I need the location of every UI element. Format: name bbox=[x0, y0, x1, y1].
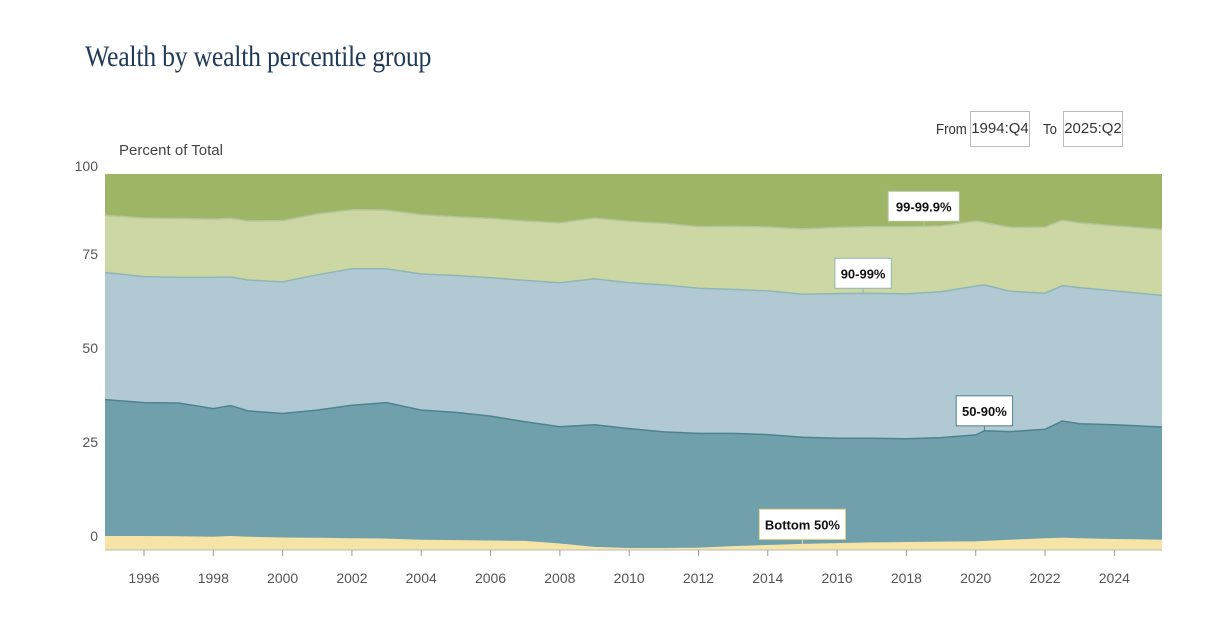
x-tick-label: 2020 bbox=[960, 570, 991, 586]
area-99-99-9 bbox=[105, 209, 1162, 296]
y-tick-label: 0 bbox=[90, 528, 98, 544]
x-tick-label: 2022 bbox=[1029, 570, 1060, 586]
area-50-90 bbox=[105, 399, 1162, 549]
y-tick-label: 25 bbox=[82, 434, 98, 450]
callout-50-90-: 50-90% bbox=[955, 395, 1014, 431]
y-tick-label: 100 bbox=[75, 158, 99, 174]
area-90-99 bbox=[105, 268, 1162, 439]
x-tick-label: 2010 bbox=[614, 570, 645, 586]
y-tick-label: 50 bbox=[82, 340, 98, 356]
x-tick-label: 2014 bbox=[752, 570, 783, 586]
x-axis: 1996 1998 2000 2002 2004 2006 2008 2010 2012 2014… bbox=[128, 550, 1130, 586]
x-tick-label: 2012 bbox=[683, 570, 714, 586]
callout-box bbox=[887, 190, 960, 222]
x-tick-label: 2000 bbox=[267, 570, 298, 586]
callout-bottom-50-: Bottom 50% bbox=[758, 508, 846, 545]
callout-99-99-9-: 99-99.9% bbox=[887, 190, 960, 227]
callout-box bbox=[955, 395, 1014, 427]
from-label: From bbox=[936, 121, 967, 138]
x-tick-label: 2004 bbox=[406, 570, 437, 586]
x-tick-label: 2006 bbox=[475, 570, 506, 586]
series-callouts: 99-99.9% 90-99% 50-90% Bottom 50% bbox=[758, 190, 1014, 545]
from-input[interactable] bbox=[970, 111, 1030, 147]
area-series bbox=[105, 174, 1162, 550]
callout-label: Bottom 50% bbox=[765, 517, 841, 532]
callout-90-99-: 90-99% bbox=[834, 257, 892, 294]
callout-label: 99-99.9% bbox=[896, 199, 952, 214]
to-label: To bbox=[1043, 121, 1057, 138]
y-axis: 0 25 50 75 100 bbox=[75, 158, 99, 544]
x-tick-label: 2024 bbox=[1099, 570, 1130, 586]
y-axis-label: Percent of Total bbox=[119, 142, 223, 159]
x-tick-label: 1996 bbox=[128, 570, 159, 586]
y-tick-label: 75 bbox=[82, 246, 98, 262]
x-tick-label: 2018 bbox=[891, 570, 922, 586]
x-tick-label: 2008 bbox=[544, 570, 575, 586]
x-tick-label: 2016 bbox=[822, 570, 853, 586]
area-bottom-50-line bbox=[105, 535, 1163, 549]
callout-label: 50-90% bbox=[962, 404, 1007, 419]
area-bottom-50 bbox=[105, 536, 1162, 550]
page-title: Wealth by wealth percentile group bbox=[85, 40, 432, 73]
x-tick-label: 2002 bbox=[336, 570, 367, 586]
callout-label: 90-99% bbox=[841, 266, 886, 281]
series-lines bbox=[104, 208, 1163, 549]
x-tick-label: 1998 bbox=[198, 570, 229, 586]
area-99-99-9-line bbox=[104, 208, 1163, 231]
callout-box bbox=[834, 257, 892, 289]
area-90-99-line bbox=[104, 268, 1163, 297]
to-input[interactable] bbox=[1063, 111, 1123, 147]
date-range-controls: From To bbox=[0, 111, 1220, 151]
area-50-90-line bbox=[104, 398, 1163, 440]
